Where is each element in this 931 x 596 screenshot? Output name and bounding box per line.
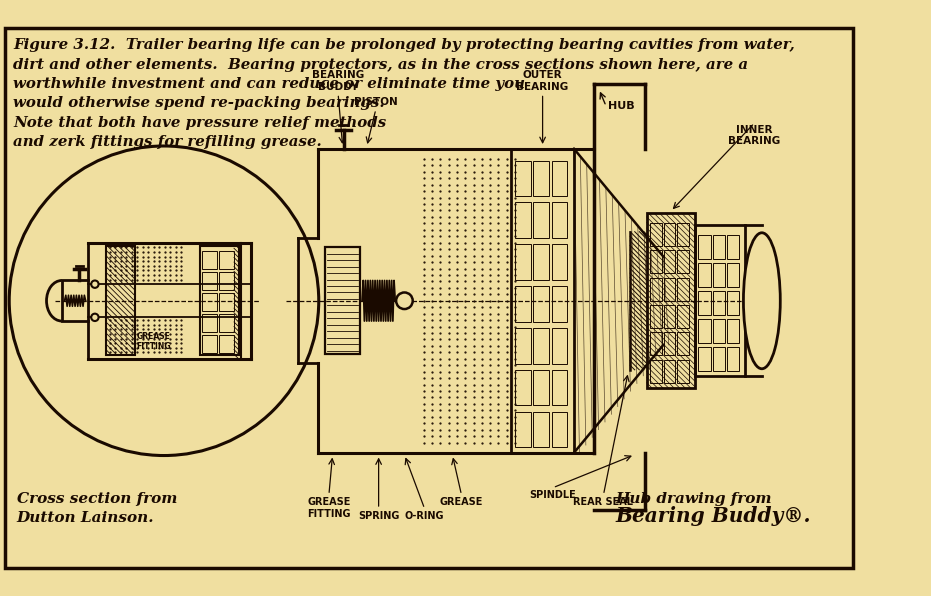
Bar: [200, 246, 238, 355]
Bar: [533, 412, 549, 447]
Bar: [698, 347, 710, 371]
Bar: [202, 293, 217, 311]
Bar: [220, 293, 234, 311]
Text: HUB: HUB: [608, 101, 635, 111]
Text: GREASE: GREASE: [439, 497, 483, 507]
Text: OUTER
BEARING: OUTER BEARING: [517, 70, 569, 92]
Text: Note that both have pressure relief methods: Note that both have pressure relief meth…: [13, 116, 386, 129]
Text: worthwhile investment and can reduce or eliminate time you: worthwhile investment and can reduce or …: [13, 77, 525, 91]
Bar: [515, 328, 531, 364]
Text: dirt and other elements.  Bearing protectors, as in the cross sections shown her: dirt and other elements. Bearing protect…: [13, 58, 748, 72]
Circle shape: [91, 313, 99, 321]
Text: would otherwise spend re-packing bearings.: would otherwise spend re-packing bearing…: [13, 96, 385, 110]
Text: and zerk fittings for refilling grease.: and zerk fittings for refilling grease.: [13, 135, 321, 149]
Bar: [678, 223, 689, 246]
Bar: [202, 336, 217, 353]
Bar: [664, 250, 675, 274]
Text: PISTON: PISTON: [354, 97, 398, 107]
Bar: [713, 319, 725, 343]
Bar: [515, 244, 531, 280]
Bar: [698, 291, 710, 315]
Text: SPRING: SPRING: [358, 511, 399, 521]
Bar: [552, 328, 568, 364]
Text: Dutton Lainson.: Dutton Lainson.: [17, 511, 155, 524]
Bar: [727, 291, 739, 315]
Bar: [678, 278, 689, 301]
Bar: [713, 291, 725, 315]
Bar: [533, 160, 549, 196]
Bar: [713, 235, 725, 259]
Text: SPINDLE: SPINDLE: [530, 490, 576, 499]
Bar: [533, 244, 549, 280]
Bar: [664, 305, 675, 328]
Bar: [698, 235, 710, 259]
Circle shape: [396, 293, 412, 309]
Bar: [698, 263, 710, 287]
Bar: [552, 412, 568, 447]
Bar: [698, 319, 710, 343]
Bar: [552, 203, 568, 238]
Bar: [533, 328, 549, 364]
Bar: [678, 359, 689, 383]
Bar: [325, 247, 360, 354]
Bar: [220, 252, 234, 269]
Ellipse shape: [744, 233, 780, 369]
Text: GREASE
FITTING: GREASE FITTING: [137, 332, 171, 352]
Bar: [511, 149, 573, 453]
Bar: [594, 149, 645, 453]
Text: GREASE
FITTING: GREASE FITTING: [307, 497, 351, 519]
Bar: [695, 225, 746, 376]
Bar: [651, 332, 662, 355]
Bar: [515, 412, 531, 447]
Bar: [515, 203, 531, 238]
Bar: [678, 332, 689, 355]
Bar: [664, 359, 675, 383]
Bar: [664, 278, 675, 301]
Text: BEARING
BUDDY: BEARING BUDDY: [312, 70, 364, 92]
Bar: [664, 223, 675, 246]
Bar: [533, 286, 549, 322]
Bar: [678, 305, 689, 328]
Text: O-RING: O-RING: [405, 511, 444, 521]
Bar: [651, 278, 662, 301]
Bar: [552, 244, 568, 280]
Bar: [533, 203, 549, 238]
Text: Cross section from: Cross section from: [17, 492, 177, 506]
Bar: [651, 250, 662, 274]
Bar: [220, 315, 234, 332]
Bar: [202, 272, 217, 290]
Bar: [713, 347, 725, 371]
Text: INNER
BEARING: INNER BEARING: [728, 125, 780, 147]
Bar: [515, 370, 531, 405]
Bar: [727, 347, 739, 371]
Bar: [552, 286, 568, 322]
Bar: [651, 223, 662, 246]
Bar: [727, 235, 739, 259]
Bar: [552, 370, 568, 405]
Bar: [202, 252, 217, 269]
Bar: [651, 305, 662, 328]
Text: REAR SEAL: REAR SEAL: [573, 497, 633, 507]
Bar: [106, 246, 135, 355]
Bar: [515, 286, 531, 322]
Bar: [533, 370, 549, 405]
Text: Hub drawing from: Hub drawing from: [615, 492, 772, 506]
Text: Figure 3.12.  Trailer bearing life can be prolonged by protecting bearing caviti: Figure 3.12. Trailer bearing life can be…: [13, 38, 795, 52]
Bar: [713, 263, 725, 287]
Bar: [664, 332, 675, 355]
Bar: [727, 263, 739, 287]
Bar: [651, 359, 662, 383]
Bar: [202, 315, 217, 332]
Bar: [220, 336, 234, 353]
Circle shape: [91, 281, 99, 288]
Bar: [678, 250, 689, 274]
Bar: [647, 213, 695, 388]
Bar: [727, 319, 739, 343]
Text: Bearing Buddy®.: Bearing Buddy®.: [615, 507, 811, 526]
Bar: [61, 281, 88, 321]
Circle shape: [9, 146, 318, 455]
Bar: [515, 160, 531, 196]
Bar: [220, 272, 234, 290]
Bar: [552, 160, 568, 196]
